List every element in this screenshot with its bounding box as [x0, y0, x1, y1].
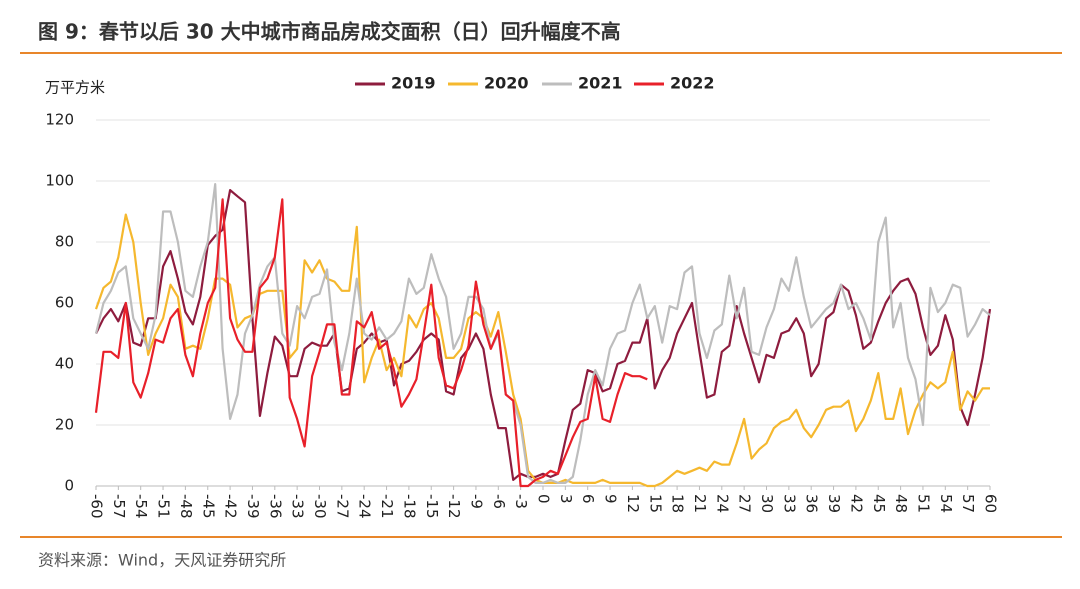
x-tick-label: 57	[959, 494, 977, 513]
source-note: 资料来源：Wind，天风证券研究所	[38, 551, 286, 570]
x-tick-label: -60	[88, 494, 106, 519]
x-tick-label: -42	[222, 494, 240, 519]
x-tick-label: -51	[155, 494, 173, 519]
legend-label: 2019	[391, 74, 436, 93]
legend-label: 2020	[484, 74, 529, 93]
series-line	[95, 189, 992, 481]
x-tick-label: 42	[847, 494, 865, 513]
x-tick-label: -15	[423, 494, 441, 519]
legend-label: 2021	[578, 74, 623, 93]
x-tick-label: -21	[378, 494, 396, 519]
x-tick-label: 12	[624, 494, 642, 513]
x-tick-label: 3	[557, 494, 575, 504]
x-tick-label: -18	[400, 494, 418, 519]
x-tick-label: 18	[669, 494, 687, 513]
x-tick-label: 33	[780, 494, 798, 513]
x-tick-label: 36	[803, 494, 821, 513]
x-tick-label: -27	[333, 494, 351, 519]
x-tick-label: 51	[914, 494, 932, 513]
x-tick-label: -36	[266, 494, 284, 519]
x-tick-label: -33	[289, 494, 307, 519]
x-tick-label: -9	[467, 494, 485, 509]
x-tick-label: 15	[646, 494, 664, 513]
x-tick-label: -12	[445, 494, 463, 519]
y-tick-label: 40	[55, 355, 74, 373]
series-line	[94, 198, 648, 488]
x-tick-label: -57	[110, 494, 128, 519]
chart-title: 图 9：春节以后 30 大中城市商品房成交面积（日）回升幅度不高	[38, 20, 621, 44]
x-tick-label: 45	[870, 494, 888, 513]
y-tick-label: 60	[55, 294, 74, 312]
legend-label: 2022	[670, 74, 715, 93]
x-tick-label: 24	[713, 494, 731, 513]
x-tick-label: -39	[244, 494, 262, 519]
x-tick-label: -30	[311, 494, 329, 519]
x-tick-label: 6	[579, 494, 597, 504]
series-line	[94, 183, 991, 484]
x-tick-label: -3	[512, 494, 530, 509]
x-tick-label: 60	[982, 494, 1000, 513]
x-tick-label: -6	[490, 494, 508, 509]
x-tick-label: 9	[602, 494, 620, 504]
x-tick-label: 21	[691, 494, 709, 513]
x-tick-label: 54	[937, 494, 955, 513]
x-tick-label: 0	[535, 494, 553, 504]
x-tick-label: 30	[758, 494, 776, 513]
y-tick-label: 120	[45, 111, 74, 129]
series-line	[94, 213, 990, 488]
y-tick-label: 100	[45, 172, 74, 190]
y-tick-label: 0	[64, 477, 74, 495]
x-tick-label: -54	[132, 494, 150, 519]
x-tick-label: -24	[356, 494, 374, 519]
x-tick-label: 48	[892, 494, 910, 513]
x-tick-label: -45	[199, 494, 217, 519]
y-tick-label: 80	[55, 233, 74, 251]
x-tick-label: -48	[177, 494, 195, 519]
x-tick-label: 39	[825, 494, 843, 513]
y-axis-label: 万平方米	[45, 79, 105, 97]
y-tick-label: 20	[55, 416, 74, 434]
x-tick-label: 27	[736, 494, 754, 513]
